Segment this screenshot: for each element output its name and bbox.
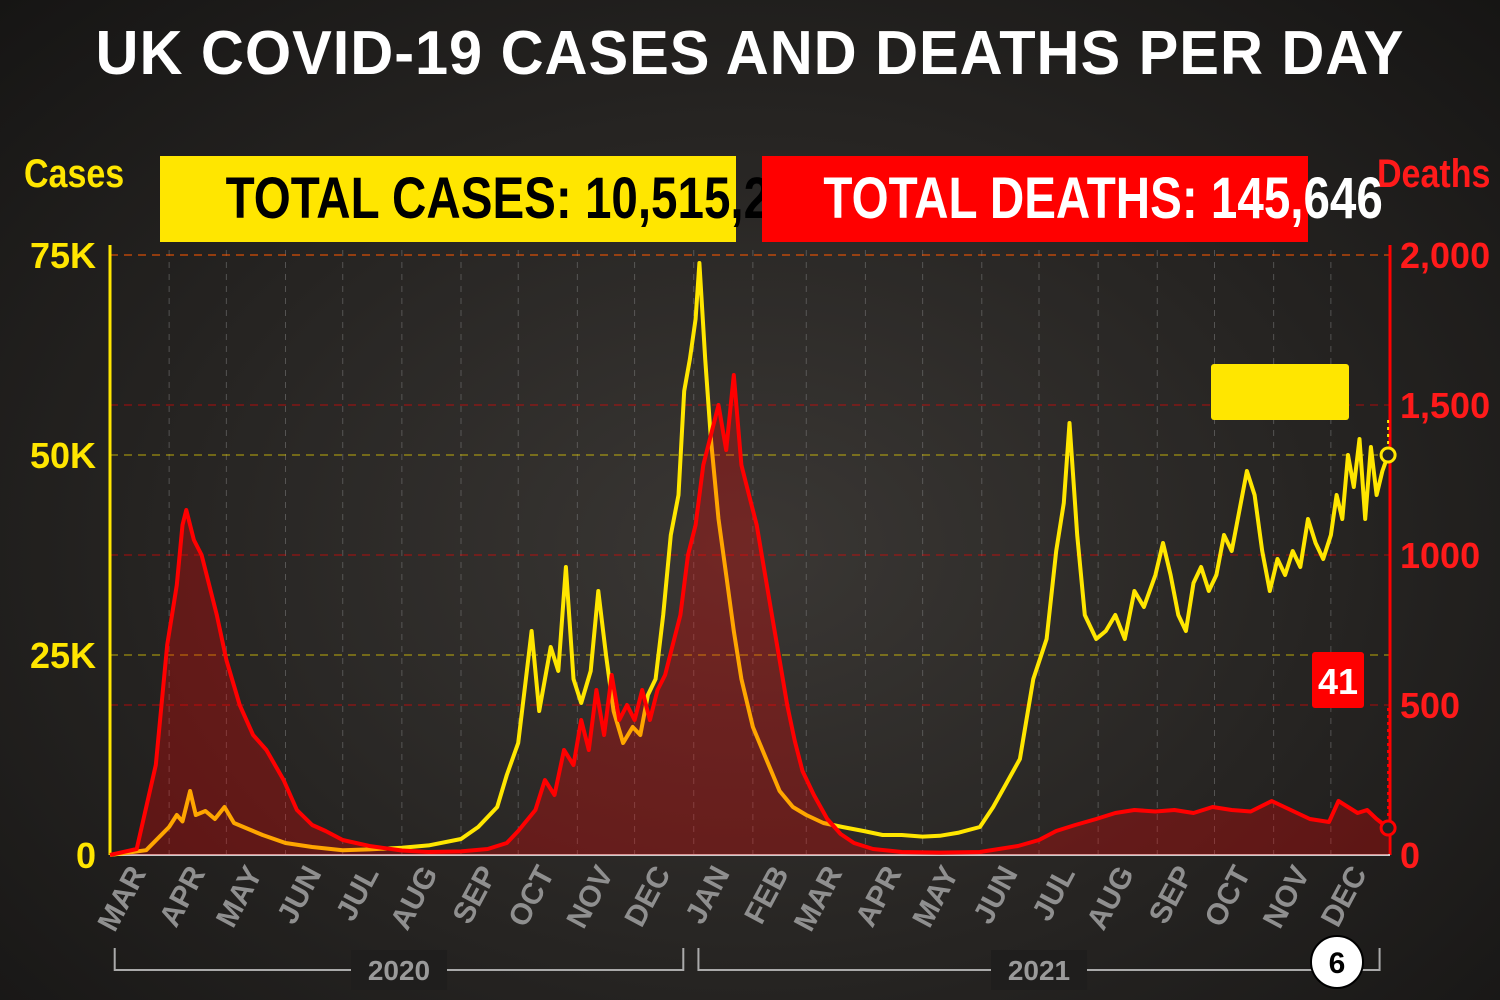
month-label: APR <box>849 861 908 933</box>
month-label: DEC <box>619 861 678 932</box>
right-tick-label: 500 <box>1400 685 1460 726</box>
year-brackets: 2020 2021 <box>113 948 1381 990</box>
month-label: JUN <box>967 861 1024 929</box>
year-label-bg <box>351 950 448 990</box>
axis-lines <box>108 245 1392 856</box>
series-layer <box>109 261 1390 857</box>
total-cases-box: TOTAL CASES: 10,515,239 <box>160 156 823 242</box>
month-label: JUL <box>330 861 386 927</box>
right-axis-ticks: 0 500 1000 1,500 2,000 <box>1400 235 1490 876</box>
total-deaths-box: TOTAL DEATHS: 145,646 <box>762 156 1383 242</box>
total-deaths-text: TOTAL DEATHS: 145,646 <box>823 166 1383 231</box>
year-label: 2020 <box>368 955 430 986</box>
right-tick-label: 2,000 <box>1400 235 1490 276</box>
right-axis-name: Deaths <box>1376 152 1490 196</box>
month-label: APR <box>153 861 212 933</box>
left-tick-label: 0 <box>76 835 96 876</box>
deaths-area <box>110 375 1389 855</box>
grid-lines <box>109 250 1390 855</box>
year-label-bg <box>991 950 1088 990</box>
month-label: AUG <box>1081 861 1141 935</box>
month-label: JUN <box>271 861 328 929</box>
right-tick-label: 1000 <box>1400 535 1480 576</box>
month-label: MAR <box>788 861 849 937</box>
left-tick-label: 50K <box>30 435 96 476</box>
month-label: SEP <box>1143 861 1200 929</box>
month-label: SEP <box>447 861 504 929</box>
latest-deaths-marker <box>1379 819 1397 837</box>
month-label: JAN <box>679 861 736 929</box>
chart-title: UK COVID-19 CASES AND DEATHS PER DAY <box>95 19 1405 88</box>
left-tick-label: 25K <box>30 635 96 676</box>
month-label: JUL <box>1026 861 1082 927</box>
left-axis-name: Cases <box>24 152 125 196</box>
month-label: NOV <box>1257 861 1317 934</box>
month-label: AUG <box>384 861 444 935</box>
left-axis-ticks: 0 25K 50K 75K <box>30 235 96 876</box>
right-tick-label: 1,500 <box>1400 385 1490 426</box>
month-label: FEB <box>738 861 795 929</box>
latest-day-label: 6 <box>1329 947 1346 980</box>
latest-day-circle <box>1310 935 1364 989</box>
month-label: OCT <box>1199 861 1258 932</box>
month-label: OCT <box>502 861 561 932</box>
latest-cases-label-box <box>1211 364 1349 420</box>
right-tick-label: 0 <box>1400 835 1420 876</box>
month-label: NOV <box>561 861 621 934</box>
left-tick-label: 75K <box>30 235 96 276</box>
cases-series-line <box>109 261 1390 857</box>
latest-cases-marker <box>1379 446 1397 464</box>
total-cases-text: TOTAL CASES: 10,515,239 <box>225 166 823 231</box>
year-label: 2021 <box>1008 955 1070 986</box>
annotations: 41 6 <box>1211 364 1397 989</box>
month-label: MAR <box>92 861 153 937</box>
deaths-series-line <box>109 373 1390 857</box>
latest-deaths-label: 41 <box>1318 661 1358 702</box>
month-label: MAY <box>210 861 269 933</box>
month-label: MAY <box>906 861 965 933</box>
month-label: DEC <box>1315 861 1374 932</box>
latest-deaths-badge <box>1312 652 1364 708</box>
